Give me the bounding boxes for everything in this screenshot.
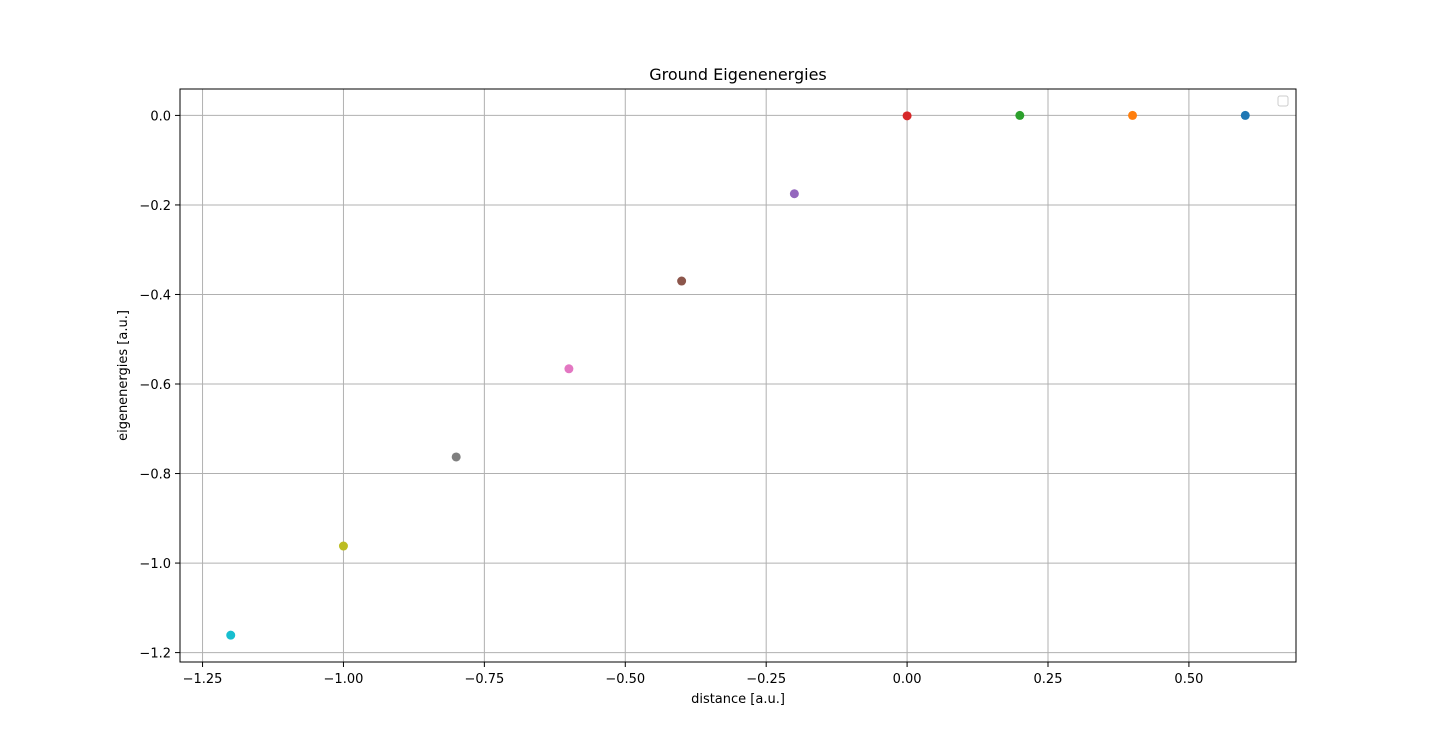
x-tick-label: 0.00 [893,672,922,687]
tick-labels: −1.25 −1.00 −0.75 −0.50 −0.25 0.00 0.25 0.50 0.0… [139,109,1203,687]
x-axis-label: distance [a.u.] [691,692,785,707]
y-tick-label: −0.2 [139,199,171,214]
data-points [226,110,1250,640]
y-tick-label: −1.0 [139,557,171,572]
x-tick-label: 0.25 [1034,672,1063,687]
grid-lines [180,89,1296,662]
x-tick-label: −1.25 [183,672,223,687]
y-tick-label: −0.6 [139,378,171,393]
x-tick-label: −0.25 [746,672,786,687]
x-tick-label: −1.00 [324,672,364,687]
data-point [564,364,574,374]
data-point [1015,110,1025,120]
chart-title: Ground Eigenenergies [649,65,827,84]
data-point [226,630,236,640]
data-point [1128,110,1138,120]
data-point [677,276,687,286]
data-point [451,452,461,462]
x-tick-label: −0.75 [464,672,504,687]
y-tick-label: 0.0 [150,109,171,124]
y-tick-label: −1.2 [139,647,171,662]
y-axis-label: eigenenergies [a.u.] [116,310,131,441]
axes-frame [179,88,1297,663]
legend-box [1277,95,1289,107]
data-point [338,541,348,551]
tick-marks [175,114,1190,667]
data-point [1240,110,1250,120]
y-tick-label: −0.4 [139,288,171,303]
x-tick-label: −0.50 [605,672,645,687]
data-point [789,189,799,199]
data-point [902,111,912,121]
y-tick-label: −0.8 [139,468,171,483]
x-tick-label: 0.50 [1174,672,1203,687]
